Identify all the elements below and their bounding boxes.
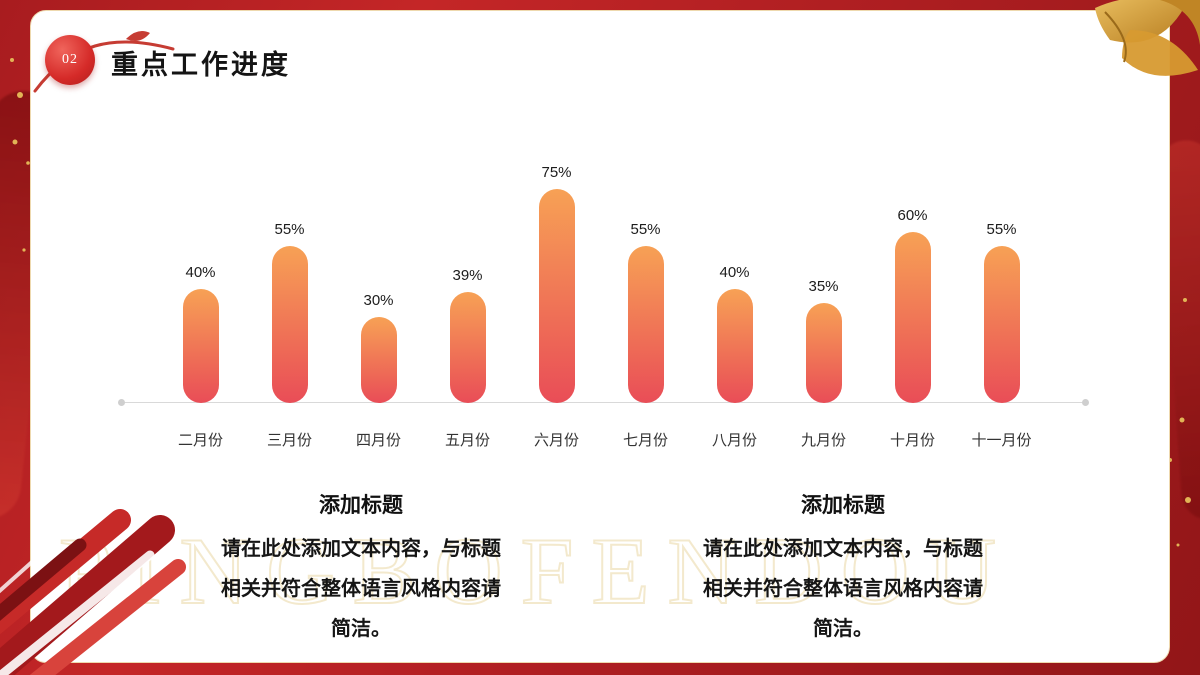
- bar: [271, 246, 308, 403]
- bar: [894, 232, 931, 403]
- bar: [716, 289, 753, 403]
- bar-column: 55%: [601, 221, 690, 403]
- text-block-right: 添加标题 请在此处添加文本内容，与标题 相关并符合整体语言风格内容请 简洁。: [653, 489, 1033, 649]
- bar-category-label: 三月份: [266, 432, 312, 449]
- bar: [627, 246, 664, 403]
- bar-value-label: 35%: [808, 278, 839, 295]
- bar: [182, 289, 219, 403]
- bar-category-label: 九月份: [800, 432, 846, 449]
- bar-value-label: 75%: [541, 164, 572, 181]
- bar-column: 39%: [423, 267, 512, 403]
- bar: [805, 303, 842, 403]
- bar-column: 30%: [334, 292, 423, 403]
- section-number-badge: 02: [45, 35, 95, 85]
- text-block-line: 简洁。: [331, 618, 391, 640]
- bar-category-label: 二月份: [177, 432, 223, 449]
- bar-category-label: 四月份: [355, 432, 401, 449]
- bars-row: 40% 55% 30% 39% 75% 55% 40% 35% 60% 55%: [156, 141, 1046, 403]
- gold-leaves-decoration: [1095, 0, 1200, 76]
- text-block-line: 相关并符合整体语言风格内容请: [221, 578, 501, 600]
- bar-value-label: 55%: [274, 221, 305, 238]
- bar-value-label: 30%: [363, 292, 394, 309]
- bar-column: 75%: [512, 164, 601, 403]
- bar-column: 55%: [245, 221, 334, 403]
- bar-value-label: 40%: [719, 264, 750, 281]
- text-block-left: 添加标题 请在此处添加文本内容，与标题 相关并符合整体语言风格内容请 简洁。: [171, 489, 551, 649]
- bar-category-label: 七月份: [622, 432, 668, 449]
- category-labels-row: 二月份 三月份 四月份 五月份 六月份 七月份 八月份 九月份 十月份 十一月份: [156, 429, 1046, 449]
- bar-category-label: 六月份: [533, 432, 579, 449]
- bar-category-label: 十月份: [889, 432, 935, 449]
- bar-column: 60%: [868, 207, 957, 403]
- text-block-line: 相关并符合整体语言风格内容请: [703, 578, 983, 600]
- bar-value-label: 39%: [452, 267, 483, 284]
- text-block-line: 请在此处添加文本内容，与标题: [221, 538, 501, 560]
- text-block-line: 请在此处添加文本内容，与标题: [703, 538, 983, 560]
- bar-value-label: 55%: [630, 221, 661, 238]
- chart-baseline: [118, 399, 1089, 406]
- bar: [983, 246, 1020, 403]
- bar-category-label: 八月份: [711, 432, 757, 449]
- bar: [449, 292, 486, 403]
- bar: [360, 317, 397, 403]
- bar-column: 35%: [779, 278, 868, 403]
- bar-value-label: 60%: [897, 207, 928, 224]
- text-block-line: 简洁。: [813, 618, 873, 640]
- text-block-heading: 添加标题: [319, 494, 403, 517]
- bar-chart: 40% 55% 30% 39% 75% 55% 40% 35% 60% 55% 二月份 三月份 四月份…: [66, 141, 1136, 451]
- bar-value-label: 40%: [185, 264, 216, 281]
- bar-value-label: 55%: [986, 221, 1017, 238]
- text-block-heading: 添加标题: [801, 494, 885, 517]
- bar-category-label: 十一月份: [971, 432, 1032, 449]
- brush-strokes-decoration: [0, 509, 186, 675]
- page-title: 重点工作进度: [111, 50, 291, 80]
- bar-column: 40%: [690, 264, 779, 403]
- bar-category-label: 五月份: [444, 432, 490, 449]
- bar: [538, 189, 575, 403]
- red-swoosh-decoration: [33, 31, 175, 93]
- bar-column: 40%: [156, 264, 245, 403]
- bar-column: 55%: [957, 221, 1046, 403]
